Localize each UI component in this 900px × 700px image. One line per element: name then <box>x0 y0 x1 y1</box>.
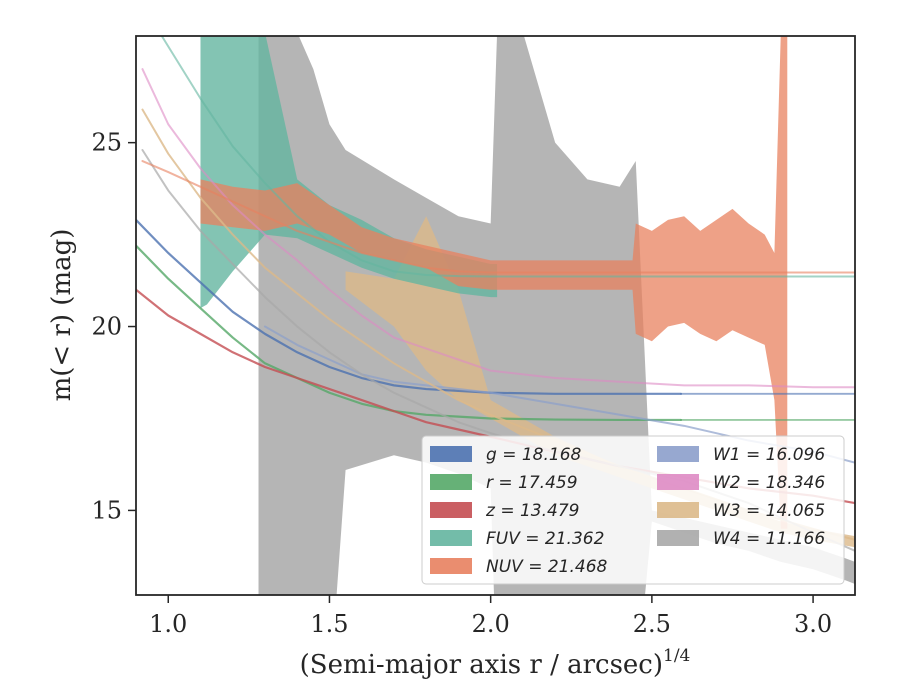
legend-swatch <box>430 446 472 462</box>
x-tick-label: 1.0 <box>149 610 187 638</box>
y-tick-label: 20 <box>91 313 122 341</box>
x-tick-label: 3.0 <box>794 610 832 638</box>
legend-swatch <box>430 474 472 490</box>
y-tick-label: 15 <box>91 496 122 524</box>
x-axis-label-text: (Semi-major axis r / arcsec) <box>300 650 663 680</box>
line-r-17-459 <box>136 244 682 422</box>
x-axis-label: (Semi-major axis r / arcsec)1/4 <box>300 646 691 680</box>
legend-swatch <box>657 502 699 518</box>
legend-swatch <box>430 558 472 574</box>
band-w4-11-166 <box>258 36 855 595</box>
band-fuv-21-362 <box>200 36 498 309</box>
x-tick-label: 2.0 <box>472 610 510 638</box>
legend-label: W2 = 18.346 <box>713 473 825 493</box>
y-axis-ticks: 15 20 25 <box>91 129 136 524</box>
legend-label: W4 = 11.166 <box>713 529 825 549</box>
legend-label: z = 13.479 <box>485 501 579 521</box>
x-tick-label: 2.5 <box>633 610 671 638</box>
legend-label: W3 = 14.065 <box>713 501 825 521</box>
legend-swatch <box>657 530 699 546</box>
legend: g = 18.168 r = 17.459 z = 13.479 FUV = 21.3… <box>421 435 845 585</box>
legend-label: NUV = 21.468 <box>486 557 608 577</box>
legend-swatch <box>657 474 699 490</box>
x-axis-ticks: 1.0 1.5 2.0 2.5 3.0 <box>149 595 832 638</box>
x-axis-label-superscript: 1/4 <box>663 646 690 666</box>
x-tick-label: 1.5 <box>310 610 348 638</box>
legend-swatch <box>657 446 699 462</box>
legend-label: FUV = 21.362 <box>486 529 604 549</box>
legend-label: r = 17.459 <box>486 473 578 493</box>
line-fuv-21-362-line <box>160 36 855 278</box>
line-g-18-168 <box>136 218 682 395</box>
legend-frame <box>421 435 845 585</box>
plot-frame <box>135 35 856 596</box>
y-axis-label: m(< r) (mag) <box>47 229 77 402</box>
legend-swatch <box>430 530 472 546</box>
legend-swatch <box>430 502 472 518</box>
series-bands <box>200 36 855 595</box>
band-w3-14-065 <box>345 216 855 548</box>
y-tick-label: 25 <box>91 129 122 157</box>
legend-label: g = 18.168 <box>486 445 582 465</box>
legend-label: W1 = 16.096 <box>713 445 825 465</box>
band-nuv-21-468 <box>200 36 788 529</box>
line-nuv-21-468-line <box>141 160 855 274</box>
